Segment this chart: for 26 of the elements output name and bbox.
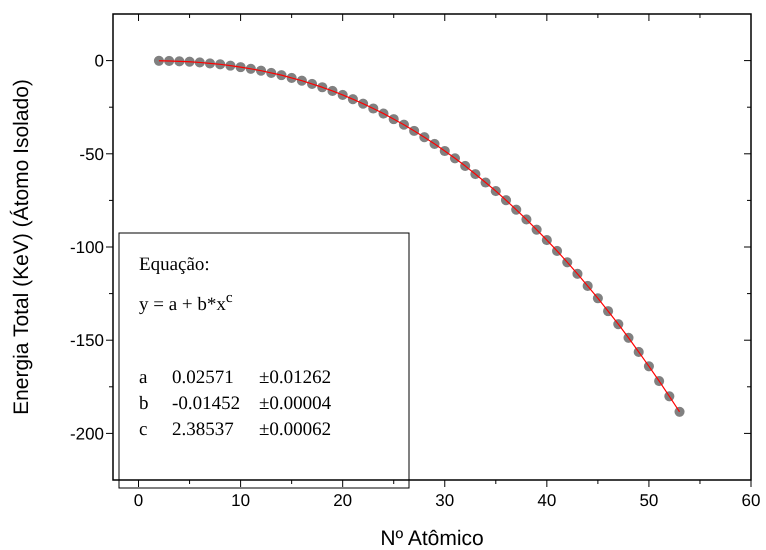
annotation: b — [139, 393, 148, 414]
annotation: 0.02571 — [172, 367, 234, 388]
x-tick-label: 30 — [435, 491, 454, 510]
point — [674, 406, 685, 417]
annotation: c — [139, 419, 148, 440]
x-tick-label: 0 — [134, 491, 144, 510]
y-tick-label: -150 — [70, 331, 104, 350]
x-tick-label: 60 — [742, 491, 760, 510]
x-tick-label: 50 — [639, 491, 658, 510]
annotation: 2.38537 — [172, 419, 234, 440]
y-axis-title: Energia Total (KeV) (Átomo Isolado) — [9, 79, 33, 415]
x-tick-label: 20 — [333, 491, 352, 510]
annotation: ±0.00062 — [259, 419, 332, 440]
x-tick-label: 40 — [537, 491, 556, 510]
annotation: Equação: — [139, 254, 210, 275]
annotation: a — [139, 367, 148, 388]
x-tick-label: 10 — [231, 491, 250, 510]
y-tick-label: 0 — [94, 52, 104, 71]
annotation: ±0.01262 — [259, 367, 332, 388]
x-axis-title: Nº Atômico — [380, 527, 484, 550]
y-tick-label: -50 — [79, 144, 104, 164]
annotation: -0.01452 — [172, 393, 240, 414]
y-tick-label: -200 — [70, 424, 104, 444]
annotation: y = a + b*x$^{c}$ — [139, 288, 233, 315]
y-tick-label: -100 — [70, 238, 104, 257]
annotation: ±0.00004 — [259, 393, 332, 414]
